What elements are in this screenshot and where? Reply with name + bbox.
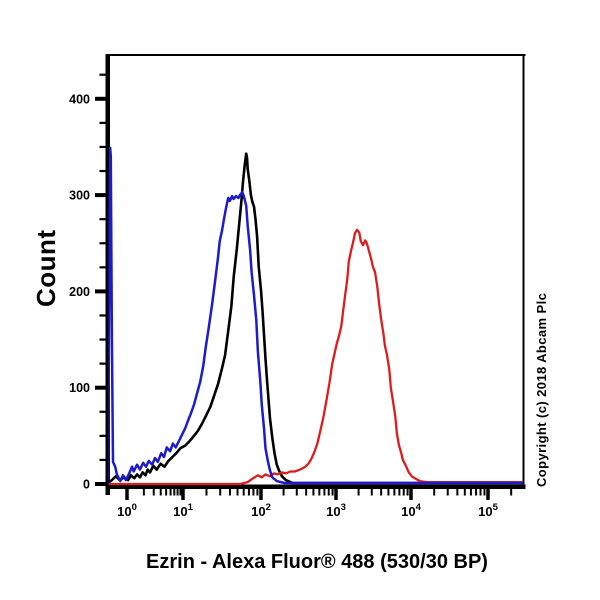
plot-border-top bbox=[105, 54, 526, 56]
series-blue-curve bbox=[108, 146, 523, 485]
x-axis-tick-label: 101 bbox=[173, 502, 193, 519]
series-red-curve bbox=[108, 228, 523, 486]
y-axis-title: Count bbox=[31, 229, 61, 307]
y-axis-tick-label: 400 bbox=[69, 92, 90, 106]
y-axis-line bbox=[105, 54, 110, 495]
x-axis-tick-label: 103 bbox=[326, 502, 346, 519]
series-black-curve bbox=[108, 152, 523, 485]
x-axis-line bbox=[105, 484, 526, 489]
x-axis-tick-label: 102 bbox=[251, 502, 271, 519]
x-axis-title: Ezrin - Alexa Fluor® 488 (530/30 BP) bbox=[146, 551, 488, 573]
copyright-text: Copyright (c) 2018 Abcam Plc bbox=[534, 292, 549, 487]
x-axis: 100 101 102 103 104 105 bbox=[117, 489, 513, 519]
y-axis-tick-label: 300 bbox=[69, 189, 90, 203]
x-axis-tick-label: 100 bbox=[117, 502, 137, 519]
y-axis-tick-label: 0 bbox=[83, 478, 90, 492]
x-axis-tick-label: 105 bbox=[478, 502, 498, 519]
x-axis-tick-label: 104 bbox=[401, 502, 421, 519]
plot-border-right bbox=[522, 54, 525, 489]
y-axis-tick-label: 100 bbox=[69, 381, 90, 395]
curves bbox=[108, 146, 523, 486]
y-axis-tick-label: 200 bbox=[69, 285, 90, 299]
y-axis: 0 100 200 300 400 bbox=[69, 73, 106, 492]
